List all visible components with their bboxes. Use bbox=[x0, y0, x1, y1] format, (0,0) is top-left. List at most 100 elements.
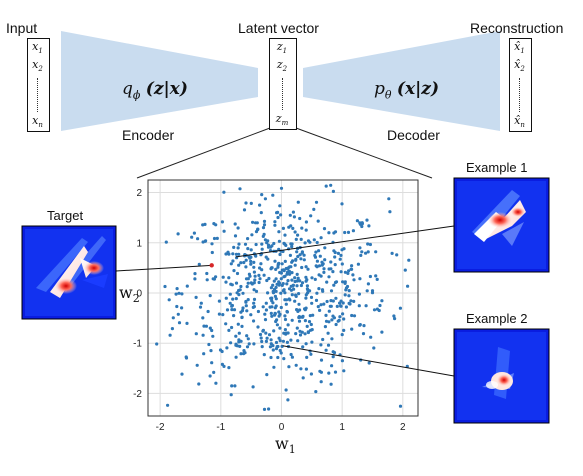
latent-point bbox=[304, 275, 308, 279]
latent-point bbox=[224, 322, 228, 326]
latent-point bbox=[269, 338, 273, 342]
latent-point bbox=[360, 224, 364, 229]
latent-point bbox=[168, 333, 172, 337]
latent-point bbox=[305, 324, 309, 328]
input-dots bbox=[37, 78, 38, 113]
latent-point bbox=[274, 285, 278, 289]
latent-point bbox=[333, 255, 337, 259]
latent-point bbox=[277, 336, 281, 340]
latent-point bbox=[293, 263, 297, 267]
latent-point bbox=[313, 277, 317, 281]
latent-point bbox=[218, 348, 223, 352]
recon-dots bbox=[519, 78, 520, 113]
latent-point bbox=[288, 253, 292, 257]
latent-point bbox=[233, 222, 237, 226]
latent-point bbox=[250, 233, 254, 237]
latent-point bbox=[284, 388, 288, 392]
latent-point bbox=[304, 367, 308, 371]
latent-point bbox=[298, 333, 303, 337]
latent-point bbox=[171, 316, 175, 320]
latent-point bbox=[398, 306, 402, 310]
latent-point bbox=[322, 270, 326, 274]
latent-point bbox=[319, 236, 323, 240]
latent-point bbox=[283, 259, 287, 263]
latent-point bbox=[312, 238, 316, 242]
latent-point bbox=[285, 340, 289, 344]
latent-point bbox=[251, 385, 255, 389]
latent-point bbox=[275, 323, 279, 327]
latent-point bbox=[287, 297, 291, 301]
example2-pointer-line bbox=[282, 345, 455, 377]
latent-point bbox=[286, 323, 290, 327]
latent-point bbox=[270, 314, 274, 318]
example2-image bbox=[453, 328, 550, 424]
latent-point bbox=[279, 305, 283, 310]
latent-point bbox=[285, 282, 289, 286]
plot-border bbox=[147, 179, 419, 417]
latent-point bbox=[263, 197, 267, 201]
latent-point bbox=[298, 329, 302, 333]
latent-point bbox=[197, 262, 201, 266]
latent-point bbox=[228, 301, 232, 305]
latent-point bbox=[332, 351, 337, 355]
latent-point bbox=[339, 270, 343, 274]
latent-point bbox=[306, 330, 310, 335]
latent-point bbox=[291, 210, 295, 214]
latent-point bbox=[233, 384, 237, 388]
latent-point bbox=[155, 342, 159, 346]
latent-point bbox=[300, 226, 304, 230]
latent-point bbox=[317, 249, 321, 253]
latent-point bbox=[272, 279, 276, 283]
latent-point bbox=[288, 265, 292, 269]
latent-point bbox=[164, 240, 168, 244]
latent-point bbox=[283, 233, 287, 237]
latent-point bbox=[279, 291, 283, 295]
latent-point bbox=[352, 314, 357, 318]
latent-point bbox=[346, 271, 350, 275]
latent-point bbox=[277, 283, 281, 287]
latent-point bbox=[329, 304, 333, 308]
latent-point bbox=[233, 234, 238, 238]
latent-point bbox=[374, 274, 378, 278]
latent-point bbox=[315, 291, 319, 295]
latent-to-plot-right bbox=[295, 127, 433, 179]
latent-point bbox=[300, 281, 305, 285]
latent-point bbox=[234, 334, 238, 338]
latent-point bbox=[224, 296, 228, 300]
latent-dots bbox=[281, 78, 283, 111]
latent-point bbox=[290, 271, 294, 275]
latent-point bbox=[305, 284, 309, 288]
latent-point bbox=[232, 245, 236, 249]
latent-point bbox=[339, 253, 343, 257]
latent-point bbox=[350, 264, 354, 268]
latent-point bbox=[322, 227, 327, 231]
latent-point bbox=[272, 241, 276, 246]
latent-point bbox=[338, 315, 342, 319]
latent-point bbox=[316, 305, 320, 309]
latent-point bbox=[330, 364, 334, 368]
latent-point bbox=[340, 262, 344, 266]
example1-title: Example 1 bbox=[466, 160, 528, 175]
recon-xn: x̂n bbox=[514, 114, 525, 130]
latent-point bbox=[274, 347, 279, 351]
latent-point bbox=[265, 336, 269, 340]
latent-point bbox=[245, 309, 249, 313]
latent-point bbox=[248, 274, 252, 278]
latent-point bbox=[260, 247, 264, 251]
latent-point bbox=[244, 304, 248, 308]
latent-point bbox=[314, 250, 318, 254]
latent-point bbox=[231, 259, 235, 263]
latent-point bbox=[270, 305, 274, 309]
latent-point bbox=[333, 280, 338, 285]
latent-point bbox=[279, 351, 283, 355]
latent-point bbox=[194, 332, 198, 336]
latent-point bbox=[290, 293, 294, 297]
latent-point bbox=[278, 252, 282, 257]
latent-point bbox=[249, 313, 253, 317]
latent-point bbox=[238, 344, 242, 348]
latent-point bbox=[308, 240, 312, 244]
latent-point bbox=[324, 313, 328, 317]
y-tick-label: 2 bbox=[136, 188, 142, 199]
